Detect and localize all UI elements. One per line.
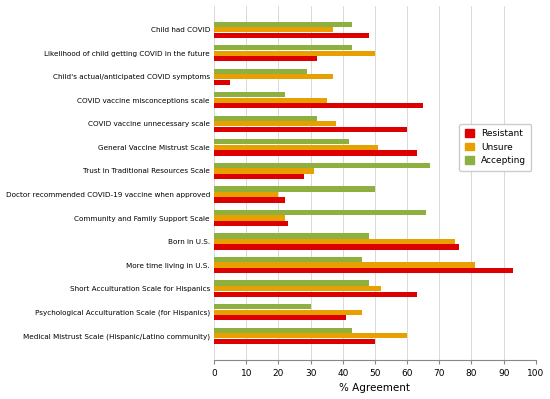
Bar [214,116,317,121]
Bar [214,127,407,132]
Bar [214,192,278,197]
Bar [214,150,417,156]
Bar [214,315,346,320]
Legend: Resistant, Unsure, Accepting: Resistant, Unsure, Accepting [459,124,531,171]
Bar [214,233,368,239]
Bar [214,45,353,50]
Bar [214,139,349,144]
Bar [214,80,230,85]
Bar [214,239,455,244]
Bar [214,263,475,268]
Bar [214,268,513,273]
Bar [214,215,285,221]
Bar [214,145,378,150]
Bar [214,121,337,126]
Bar [214,74,333,79]
Bar [214,286,381,291]
Bar [214,328,353,333]
Bar [214,333,407,338]
Bar [214,257,362,262]
Bar [214,56,317,61]
Bar [214,51,375,56]
Bar [214,22,353,27]
Bar [214,98,327,103]
Bar [214,33,368,38]
Bar [214,310,362,315]
Bar [214,27,333,32]
Bar [214,210,426,215]
Bar [214,174,304,179]
Bar [214,69,307,74]
Bar [214,221,288,226]
Bar [214,339,375,344]
Bar [214,245,459,250]
Bar [214,292,417,297]
Bar [214,280,368,286]
Bar [214,168,314,174]
Bar [214,92,285,97]
X-axis label: % Agreement: % Agreement [339,383,410,393]
Bar [214,186,375,192]
Bar [214,163,430,168]
Bar [214,304,311,309]
Bar [214,103,423,109]
Bar [214,198,285,203]
